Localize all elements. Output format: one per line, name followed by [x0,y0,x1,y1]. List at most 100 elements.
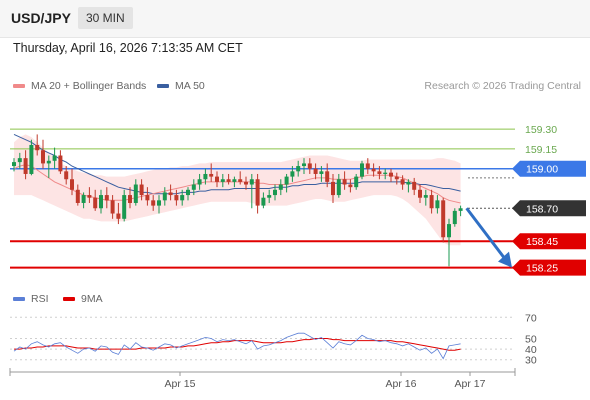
candle-body [186,189,190,196]
ma50-swatch [157,84,169,89]
support-label: 158.45 [526,236,558,248]
candle-body [452,210,457,225]
bollinger-band [14,134,461,246]
candle-body [116,213,121,219]
candle-body [139,184,144,196]
candle-body [70,179,74,190]
pivot-label: 159.00 [526,164,558,176]
candle-body [64,171,69,180]
rsi-label: RSI [31,293,49,305]
current-price-tag [512,200,586,217]
candle-body [133,184,138,203]
candle-body [215,176,219,182]
rsi-tick-label: 50 [525,334,537,346]
pivot-tag [512,160,586,177]
candle-body [75,189,80,203]
ma50-line [13,133,461,195]
legend-rsi: RSI [13,293,49,305]
candle-body [35,144,40,151]
candle-body [400,179,405,185]
candle-body [255,179,260,206]
ma20-swatch [13,84,25,89]
candle-body [383,172,388,174]
support-label: 158.25 [526,263,558,275]
candle-body [244,181,248,185]
candle-body [394,176,399,180]
candle-body [406,181,411,185]
candle-body [122,195,127,219]
candle-body [191,184,196,190]
rsi-tick-label: 30 [525,355,537,367]
candle-body [423,195,428,198]
candle-body [162,192,167,201]
candle-body [284,176,289,185]
rsi-ma-swatch [63,297,75,302]
candle-body [52,155,57,161]
support-tag [512,259,586,276]
candle-body [151,200,156,206]
timeframe-button[interactable]: 30 MIN [78,7,133,29]
credit-label: Research © 2026 Trading Central [424,80,581,92]
symbol-label: USD/JPY [11,10,71,26]
candle-body [342,179,347,185]
candle-body [203,173,208,180]
candle-body [296,166,301,172]
ma20-label: MA 20 + Bollinger Bands [31,80,147,92]
candle-body [389,172,393,177]
candle-body [238,179,243,182]
candle-body [180,195,185,201]
legend-ma20: MA 20 + Bollinger Bands [13,80,146,92]
candle-body [290,171,295,177]
candle-body [232,179,237,182]
candle-body [360,163,364,177]
candle-body [435,200,440,209]
candle-body [267,195,272,198]
legend-ma50: MA 50 [157,80,205,92]
rsi-ma-label: 9MA [81,293,103,305]
candle-body [418,189,422,198]
current-price-label: 158.70 [526,203,558,215]
datetime-label: Thursday, April 16, 2026 7:13:35 AM CET [13,41,243,55]
candle-body [458,208,463,211]
rsi-swatch [13,297,25,302]
candle-body [58,155,63,172]
legend-rsi-ma: 9MA [63,293,103,305]
candle-body [209,173,214,177]
resistance-label: 159.30 [525,124,557,136]
candle-body [313,168,318,174]
forecast-arrowhead [498,251,512,268]
candle-body [220,179,225,182]
candle-body [41,150,45,164]
candle-body [377,171,382,174]
x-tick-label: Apr 17 [455,378,486,390]
candle-body [278,184,283,190]
rsi-tick-label: 70 [525,312,537,324]
candle-body [93,197,98,209]
candle-body [46,160,51,164]
header-bar: USD/JPY 30 MIN [0,0,590,38]
candle-body [331,181,335,196]
candle-body [12,162,16,167]
candle-body [429,195,434,209]
candle-body [145,195,150,201]
candle-body [319,171,324,174]
ma50-label: MA 50 [175,80,205,92]
candle-body [197,179,202,185]
candle-body [104,195,109,201]
candle-body [110,200,115,214]
candle-body [226,179,231,182]
candle-body [99,195,103,209]
candle-body [29,144,34,174]
candle-body [128,195,132,203]
candle-body [336,179,341,196]
candle-body [273,189,277,196]
candle-body [307,163,312,169]
candle-body [302,163,306,167]
candle-body [87,195,92,198]
candle-body [168,192,173,196]
candle-body [441,200,446,238]
candle-body [261,197,266,206]
rsi-line [13,332,461,360]
x-tick-label: Apr 15 [165,378,196,390]
